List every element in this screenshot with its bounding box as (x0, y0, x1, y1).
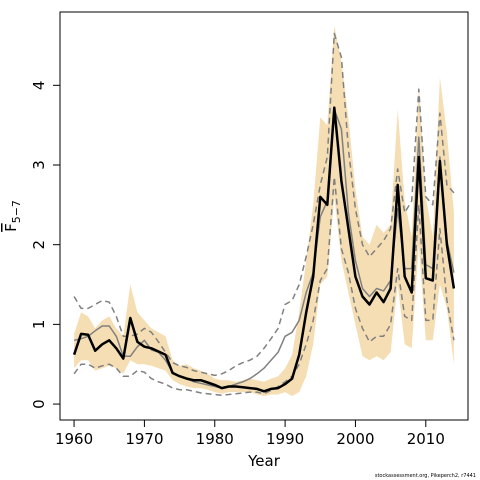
y-tick-label: 3 (30, 160, 48, 170)
series-lines-layer (72, 32, 456, 397)
x-tick-label: 1990 (266, 430, 304, 448)
x-tick-label: 2000 (336, 430, 374, 448)
y-axis-label-subscript: 5−7 (10, 200, 23, 223)
x-tick-label: 1980 (196, 430, 234, 448)
y-axis: 0 1 2 3 4 (30, 81, 61, 409)
confidence-band-layer (74, 25, 454, 397)
confidence-band (74, 25, 454, 397)
y-tick-label: 4 (30, 81, 48, 91)
y-tick-label: 2 (30, 240, 48, 250)
x-axis-label: Year (247, 452, 281, 470)
y-tick-label: 1 (30, 320, 48, 330)
y-tick-label: 0 (30, 399, 48, 409)
x-axis: 1960 1970 1980 1990 2000 2010 (55, 419, 445, 448)
upper-bound-dashed-line (73, 32, 455, 377)
estimate-line (72, 106, 456, 393)
x-tick-label: 1970 (125, 430, 163, 448)
x-tick-label: 1960 (55, 430, 93, 448)
source-credit: stockassessment.org, Pikeperch2, r7441 (375, 473, 476, 479)
y-axis-label-main: F (2, 223, 20, 232)
y-axis-label: F5−7 (2, 200, 23, 232)
x-tick-label: 2010 (407, 430, 445, 448)
